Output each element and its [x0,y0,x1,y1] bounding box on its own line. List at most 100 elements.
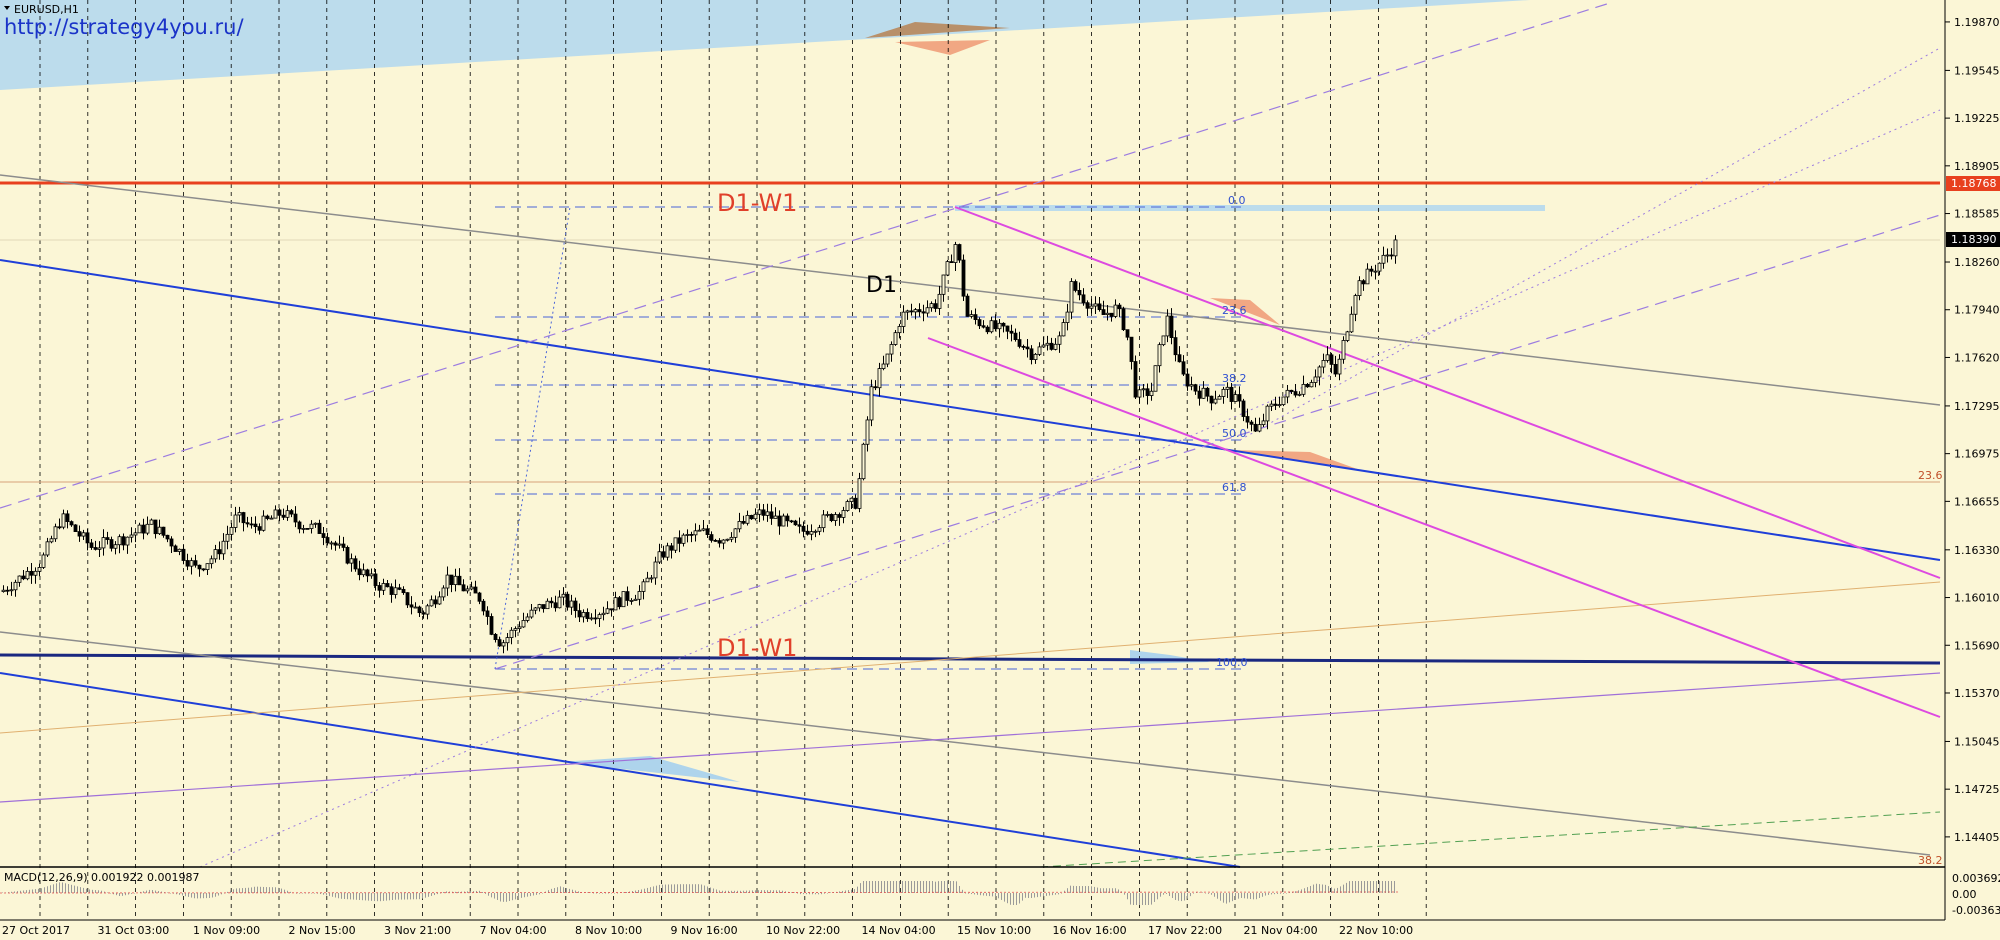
macd-bar [1040,893,1041,897]
candle-body [53,526,58,540]
candle-body [1249,421,1254,425]
candle-body [1041,344,1046,348]
candle-body [1125,329,1130,338]
candle-body [1013,332,1018,340]
macd-bar [467,891,468,893]
candle-body [253,523,258,528]
candle-body [1301,383,1306,395]
macd-bar [914,881,915,893]
macd-bar [941,881,942,893]
candle-body [1317,366,1322,378]
macd-bar [149,889,150,893]
candle-body [1321,360,1326,368]
macd-bar [401,893,402,900]
macd-bar [110,893,111,894]
candle-body [1117,304,1122,310]
candle-body [713,539,718,542]
macd-bar [1337,887,1338,893]
macd-bar [284,889,285,893]
macd-bar [1394,881,1395,893]
macd-bar [548,890,549,893]
candle-body [721,539,726,544]
macd-bar [176,893,177,895]
candle-body [1029,348,1034,360]
candle-body [593,617,598,620]
candle-body [281,514,286,518]
macd-bar [446,891,447,893]
macd-bar [884,881,885,893]
candle-body [61,513,66,528]
macd-bar [188,893,189,897]
candle-body [385,583,390,588]
macd-bar [236,888,237,893]
macd-bar [857,886,858,893]
macd-bar [542,893,543,894]
candle-body [1145,388,1150,396]
candle-body [429,599,434,607]
macd-bar [47,886,48,893]
time-tick-label: 15 Nov 10:00 [957,924,1031,937]
macd-bar [1295,891,1296,893]
site-url[interactable]: http://strategy4you.ru/ [4,15,244,39]
candle-body [1277,404,1282,407]
macd-bar [245,887,246,893]
candle-body [221,540,226,555]
candle-body [1221,388,1226,397]
macd-bar [713,888,714,893]
candle-body [649,577,654,580]
candle-body [877,368,882,389]
macd-bar [938,881,939,893]
macd-bar [650,887,651,893]
macd-bar [1259,893,1260,898]
macd-bar [1160,893,1161,897]
fib-label-50: 50.0 [1222,427,1247,440]
macd-bar [155,890,156,893]
macd-bar [1223,893,1224,903]
macd-bar [1388,881,1389,893]
macd-bar [221,893,222,895]
macd-bar [1343,884,1344,893]
macd-bar [617,893,618,894]
zone-bar-light-blue [955,205,1545,211]
macd-bar [1154,893,1155,902]
candle-body [937,293,942,309]
macd-bar [374,893,375,902]
candle-body [41,554,46,568]
candle-body [277,509,282,516]
symbol-header: EURUSD,H1 [4,3,79,16]
candle-body [425,605,430,615]
candle-body [1049,342,1054,350]
macd-bar [971,893,972,895]
macd-bar [944,881,945,893]
macd-bar [434,893,435,896]
candle-body [473,586,478,594]
candle-body [161,526,166,536]
macd-bar [1100,888,1101,893]
macd-bar [302,893,303,894]
candle-body [989,320,994,333]
candle-body [289,510,294,515]
time-tick-label: 10 Nov 22:00 [766,924,840,937]
candle-body [225,533,230,542]
macd-bar [725,890,726,893]
candle-body [921,311,926,314]
macd-bar [845,890,846,893]
candle-body [109,539,114,549]
candle-body [501,642,506,647]
macd-bar [1025,893,1026,898]
dashed-green [1039,811,1941,868]
macd-bar [1127,893,1128,900]
candle-body [929,303,934,309]
macd-bar [596,893,597,894]
candle-body [505,637,510,644]
candle-body [557,596,562,609]
candle-body [377,585,382,591]
candle-body [405,592,410,606]
candle-body [461,584,466,592]
macd-bar [1340,886,1341,893]
time-tick-label: 16 Nov 16:00 [1053,924,1127,937]
macd-bar [35,889,36,893]
